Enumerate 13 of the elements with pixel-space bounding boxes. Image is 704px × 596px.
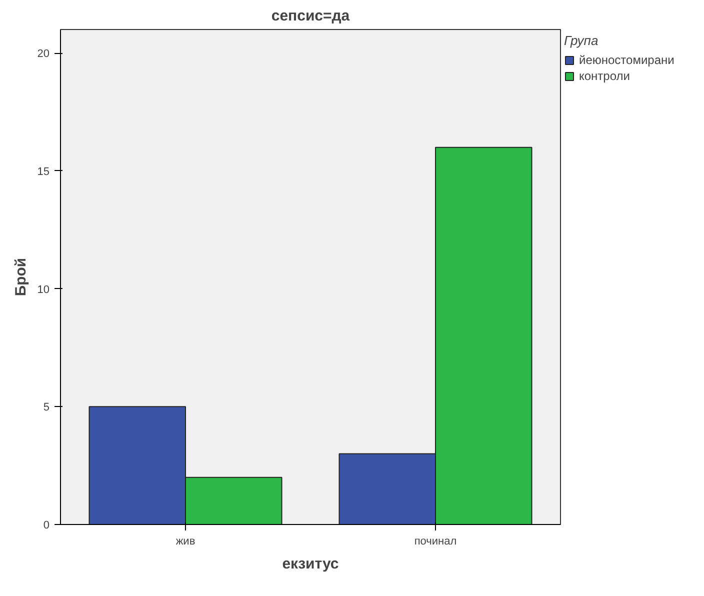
y-tick-label: 5 xyxy=(43,402,50,414)
y-tick-label: 20 xyxy=(37,48,50,60)
legend-title: Група xyxy=(564,33,600,48)
chart-title: сепсис=да xyxy=(271,8,350,24)
x-axis-title: екзитус xyxy=(282,556,339,572)
legend-label: контроли xyxy=(579,69,630,83)
x-tick-label: починал xyxy=(414,536,457,548)
y-tick-label: 15 xyxy=(37,166,50,178)
y-tick-label: 10 xyxy=(37,284,50,296)
y-tick-label: 0 xyxy=(43,520,50,532)
y-axis-title: Брой xyxy=(12,258,30,296)
legend-label: йеюностомирани xyxy=(579,53,674,67)
x-tick-label: жив xyxy=(176,536,196,548)
